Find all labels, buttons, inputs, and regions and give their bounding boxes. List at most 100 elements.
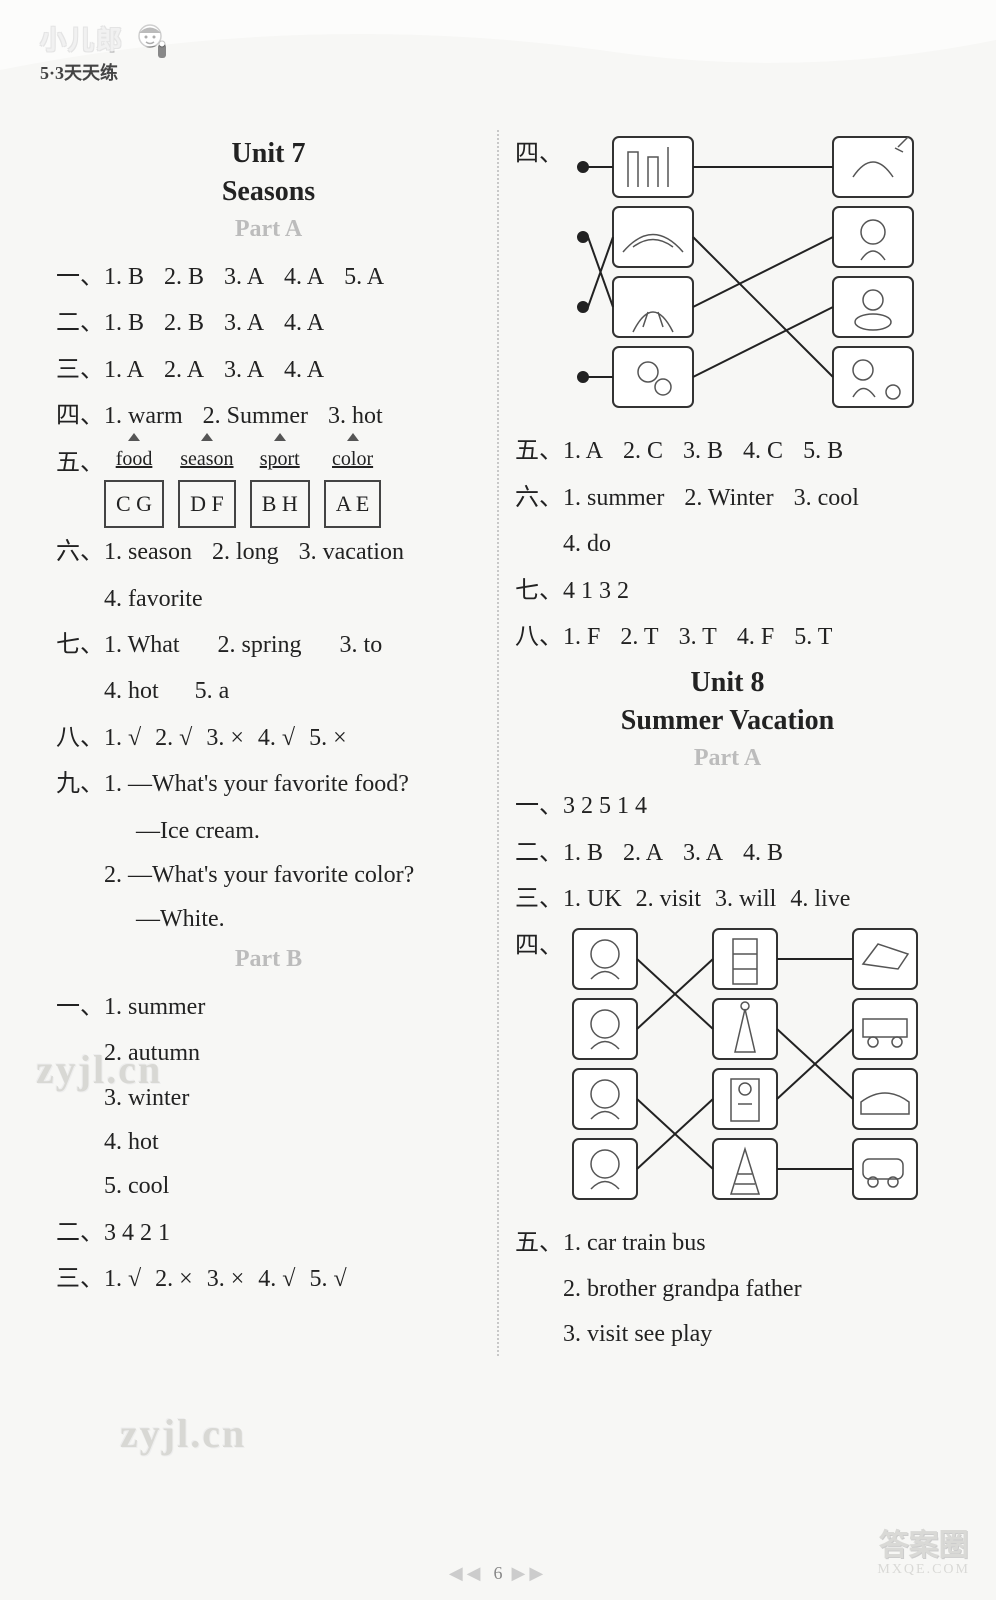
footer: ◀◀ 6 ▶▶ bbox=[0, 1563, 996, 1584]
section-num: 五、 bbox=[56, 441, 104, 485]
answers: 1. summer bbox=[104, 985, 481, 1029]
dialogue-a: —Ice cream. bbox=[56, 809, 481, 853]
section-num: 一、 bbox=[56, 255, 104, 299]
logo-top-text: 小儿郎 bbox=[40, 20, 124, 57]
answers: 3 2 5 1 4 bbox=[563, 784, 940, 828]
answer-row: 三、1. A2. A3. A4. A bbox=[56, 348, 481, 392]
answers: 4 1 3 2 bbox=[563, 569, 940, 613]
answers-cont: 4. hot bbox=[56, 1120, 481, 1164]
answers-cont: 4. do bbox=[515, 522, 940, 566]
boy-icon bbox=[130, 20, 170, 64]
answers: 1. season2. long3. vacation bbox=[104, 530, 481, 574]
unit-7-topic: Seasons bbox=[56, 176, 481, 208]
header: 小儿郎 5·3天天练 bbox=[0, 0, 996, 110]
right-column: 四、 bbox=[499, 130, 956, 1356]
answers: 1. summer2. Winter3. cool bbox=[563, 476, 940, 520]
answers: 1. B2. A3. A4. B bbox=[563, 831, 940, 875]
answer-row: 二、3 4 2 1 bbox=[56, 1211, 481, 1255]
answer-row: 五、1. car train bus bbox=[515, 1221, 940, 1265]
answer-row: 一、1. summer bbox=[56, 985, 481, 1029]
section-num: 三、 bbox=[56, 1257, 104, 1301]
unit-7-title: Unit 7 bbox=[56, 138, 481, 170]
unit-8-title: Unit 8 bbox=[515, 667, 940, 699]
cat-season: seasonD F bbox=[178, 441, 236, 529]
answer-row: 六、1. summer2. Winter3. cool bbox=[515, 476, 940, 520]
answer-row: 六、1. season2. long3. vacation bbox=[56, 530, 481, 574]
answers: 1. A2. C3. B4. C5. B bbox=[563, 429, 940, 473]
section-num: 四、 bbox=[56, 394, 104, 438]
section-num: 一、 bbox=[515, 784, 563, 828]
answer-row: 二、1. B2. A3. A4. B bbox=[515, 831, 940, 875]
corner-badge: 答案圈 MXQE.COM bbox=[877, 1520, 970, 1578]
answers-cont: 3. winter bbox=[56, 1076, 481, 1120]
cat-color: colorA E bbox=[324, 441, 382, 529]
unit-8-topic: Summer Vacation bbox=[515, 705, 940, 737]
section-num: 九、 bbox=[56, 762, 104, 806]
answer-row: 一、1. B2. B3. A4. A5. A bbox=[56, 255, 481, 299]
badge-url: MXQE.COM bbox=[877, 1562, 970, 1578]
content: Unit 7 Seasons Part A 一、1. B2. B3. A4. A… bbox=[0, 110, 996, 1386]
answers: 1. What 2. spring 3. to bbox=[104, 623, 481, 667]
section-num: 二、 bbox=[56, 1211, 104, 1255]
cat-food: foodC G bbox=[104, 441, 164, 529]
section-num: 三、 bbox=[515, 877, 563, 921]
answer-row: 三、1. √2. ×3. ×4. √5. √ bbox=[56, 1257, 481, 1301]
section-num: 六、 bbox=[56, 530, 104, 574]
section-num: 四、 bbox=[515, 924, 563, 968]
part-a-label: Part A bbox=[56, 216, 481, 243]
answers-cont: 4. favorite bbox=[56, 577, 481, 621]
matching-diagram bbox=[563, 924, 940, 1219]
answers: 1. F2. T3. T4. F5. T bbox=[563, 615, 940, 659]
answer-row: 二、1. B2. B3. A4. A bbox=[56, 301, 481, 345]
category-boxes: foodC G seasonD F sportB H colorA E bbox=[104, 441, 481, 529]
section-num: 二、 bbox=[56, 301, 104, 345]
triangle-left-icon: ◀◀ bbox=[449, 1563, 485, 1583]
section-num: 八、 bbox=[515, 615, 563, 659]
seasons-match-icon bbox=[563, 132, 933, 412]
answers: 1. √2. √3. ×4. √5. × bbox=[104, 716, 481, 760]
section-num: 四、 bbox=[515, 132, 563, 176]
answers-cont: 2. autumn bbox=[56, 1031, 481, 1075]
section-num: 五、 bbox=[515, 1221, 563, 1265]
part-a-label: Part A bbox=[515, 745, 940, 772]
answers: 1. B2. B3. A4. A bbox=[104, 301, 481, 345]
answers-cont: 3. visit see play bbox=[515, 1312, 940, 1356]
answers: 1. UK2. visit3. will4. live bbox=[563, 877, 940, 921]
vacation-match-icon bbox=[563, 924, 933, 1204]
badge-title: 答案圈 bbox=[877, 1520, 970, 1564]
logo-sub-text: 5·3天天练 bbox=[40, 59, 124, 85]
answers-cont: 4. hot 5. a bbox=[56, 669, 481, 713]
answer-row: 七、1. What 2. spring 3. to bbox=[56, 623, 481, 667]
triangle-right-icon: ▶▶ bbox=[512, 1563, 548, 1583]
dialogue-q: 1. —What's your favorite food? bbox=[104, 762, 481, 806]
diagram-row: 四、 bbox=[515, 924, 940, 1219]
section-num: 七、 bbox=[56, 623, 104, 667]
dialogue-row: 九、1. —What's your favorite food? bbox=[56, 762, 481, 806]
answer-row: 四、1. warm2. Summer3. hot bbox=[56, 394, 481, 438]
section-num: 五、 bbox=[515, 429, 563, 473]
cat-sport: sportB H bbox=[250, 441, 310, 529]
answer-row: 七、4 1 3 2 bbox=[515, 569, 940, 613]
answer-row: 五、 foodC G seasonD F sportB H colorA E bbox=[56, 441, 481, 529]
logo: 小儿郎 5·3天天练 bbox=[40, 20, 956, 85]
answers-cont: 2. brother grandpa father bbox=[515, 1267, 940, 1311]
answers: 1. car train bus bbox=[563, 1221, 940, 1265]
matching-diagram bbox=[563, 132, 940, 427]
answers: 1. warm2. Summer3. hot bbox=[104, 394, 481, 438]
answer-row: 八、1. F2. T3. T4. F5. T bbox=[515, 615, 940, 659]
answers: 3 4 2 1 bbox=[104, 1211, 481, 1255]
answer-row: 三、1. UK2. visit3. will4. live bbox=[515, 877, 940, 921]
dialogue-a: —White. bbox=[56, 897, 481, 941]
dialogue-q: 2. —What's your favorite color? bbox=[56, 853, 481, 897]
answers-cont: 5. cool bbox=[56, 1164, 481, 1208]
left-column: Unit 7 Seasons Part A 一、1. B2. B3. A4. A… bbox=[40, 130, 497, 1356]
answer-row: 一、3 2 5 1 4 bbox=[515, 784, 940, 828]
section-num: 二、 bbox=[515, 831, 563, 875]
answers: 1. A2. A3. A4. A bbox=[104, 348, 481, 392]
section-num: 一、 bbox=[56, 985, 104, 1029]
watermark: zyjl.cn bbox=[120, 1410, 246, 1457]
answer-row: 八、1. √2. √3. ×4. √5. × bbox=[56, 716, 481, 760]
diagram-row: 四、 bbox=[515, 132, 940, 427]
section-num: 六、 bbox=[515, 476, 563, 520]
section-num: 七、 bbox=[515, 569, 563, 613]
